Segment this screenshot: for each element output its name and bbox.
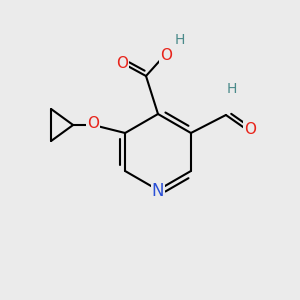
Text: O: O	[87, 116, 99, 131]
Text: O: O	[244, 122, 256, 136]
Text: O: O	[160, 49, 172, 64]
Text: N: N	[152, 182, 164, 200]
Text: O: O	[116, 56, 128, 71]
Text: H: H	[175, 33, 185, 47]
Text: H: H	[227, 82, 237, 96]
